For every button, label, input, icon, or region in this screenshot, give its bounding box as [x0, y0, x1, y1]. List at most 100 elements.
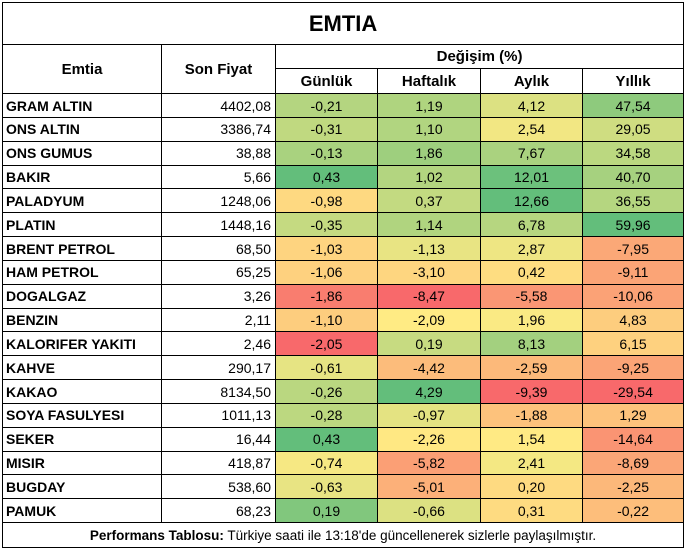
- change-daily: -1,86: [275, 283, 378, 309]
- commodity-name: SOYA FASULYESI: [2, 402, 162, 428]
- table-row: BUGDAY 538,60 -0,63 -5,01 0,20 -2,25: [2, 474, 685, 500]
- change-weekly: -2,26: [377, 426, 481, 452]
- header-change-group: Değişim (%): [274, 44, 685, 70]
- table-row: MISIR 418,87 -0,74 -5,82 2,41 -8,69: [2, 450, 685, 476]
- change-daily: -0,35: [275, 212, 378, 238]
- change-daily: -0,28: [275, 402, 378, 428]
- table-row: DOGALGAZ 3,26 -1,86 -8,47 -5,58 -10,06: [2, 283, 685, 309]
- change-weekly: -8,47: [377, 283, 481, 309]
- table-title: EMTIA: [1, 1, 685, 46]
- change-monthly: 0,20: [480, 474, 583, 500]
- commodity-name: ONS GUMUS: [2, 140, 162, 166]
- last-price: 8134,50: [161, 379, 276, 404]
- change-monthly: 7,67: [480, 140, 583, 166]
- change-weekly: -5,01: [377, 474, 481, 500]
- commodity-name: BENZIN: [2, 307, 162, 333]
- header-daily: Günlük: [275, 68, 378, 95]
- table-row: ONS GUMUS 38,88 -0,13 1,86 7,67 34,58: [2, 140, 685, 166]
- change-yearly: 36,55: [581, 188, 685, 214]
- commodity-name: KALORIFER YAKITI: [2, 331, 162, 357]
- change-weekly: 1,14: [377, 212, 481, 238]
- change-monthly: 2,54: [480, 116, 583, 142]
- change-weekly: -1,13: [377, 236, 481, 261]
- commodity-name: PALADYUM: [2, 188, 162, 214]
- commodity-name: BUGDAY: [2, 474, 162, 500]
- commodity-name: PLATIN: [2, 212, 162, 238]
- last-price: 538,60: [161, 474, 276, 500]
- change-monthly: 6,78: [480, 212, 583, 238]
- change-weekly: -5,82: [377, 450, 481, 476]
- change-yearly: -0,22: [581, 498, 685, 524]
- change-monthly: -1,88: [480, 402, 583, 428]
- change-weekly: -0,66: [377, 498, 481, 524]
- change-yearly: 47,54: [581, 93, 685, 118]
- change-weekly: 1,19: [377, 93, 481, 118]
- change-yearly: -29,54: [581, 379, 685, 404]
- change-monthly: -5,58: [480, 283, 583, 309]
- change-daily: -0,31: [275, 116, 378, 142]
- footer-text: Türkiye saati ile 13:18'de güncellenerek…: [223, 527, 597, 543]
- table-row: BRENT PETROL 68,50 -1,03 -1,13 2,87 -7,95: [2, 236, 685, 261]
- commodity-name: MISIR: [2, 450, 162, 476]
- change-daily: 0,43: [275, 164, 378, 190]
- commodity-name: ONS ALTIN: [2, 116, 162, 142]
- change-weekly: 1,02: [377, 164, 481, 190]
- last-price: 38,88: [161, 140, 276, 166]
- commodity-name: DOGALGAZ: [2, 283, 162, 309]
- change-yearly: 34,58: [581, 140, 685, 166]
- last-price: 3386,74: [161, 116, 276, 142]
- change-monthly: 8,13: [480, 331, 583, 357]
- change-weekly: 1,10: [377, 116, 481, 142]
- last-price: 5,66: [161, 164, 276, 190]
- last-price: 4402,08: [161, 93, 276, 118]
- change-daily: -1,10: [275, 307, 378, 333]
- change-daily: -0,61: [275, 355, 378, 381]
- commodity-name: GRAM ALTIN: [2, 93, 162, 118]
- table-row: BENZIN 2,11 -1,10 -2,09 1,96 4,83: [2, 307, 685, 333]
- change-weekly: -3,10: [377, 259, 481, 285]
- header-weekly: Haftalık: [377, 68, 481, 95]
- header-price: Son Fiyat: [161, 44, 276, 95]
- table-row: SEKER 16,44 0,43 -2,26 1,54 -14,64: [2, 426, 685, 452]
- last-price: 2,11: [161, 307, 276, 333]
- change-monthly: 2,87: [480, 236, 583, 261]
- commodity-name: SEKER: [2, 426, 162, 452]
- change-yearly: 40,70: [581, 164, 685, 190]
- last-price: 418,87: [161, 450, 276, 476]
- last-price: 65,25: [161, 259, 276, 285]
- change-daily: 0,19: [275, 498, 378, 524]
- change-yearly: -9,25: [581, 355, 685, 381]
- footer-note: Performans Tablosu: Türkiye saati ile 13…: [1, 522, 685, 548]
- table-row: PLATIN 1448,16 -0,35 1,14 6,78 59,96: [2, 212, 685, 238]
- change-weekly: 4,29: [377, 379, 481, 404]
- change-weekly: -2,09: [377, 307, 481, 333]
- change-yearly: -2,25: [581, 474, 685, 500]
- table-row: BAKIR 5,66 0,43 1,02 12,01 40,70: [2, 164, 685, 190]
- change-daily: -0,98: [275, 188, 378, 214]
- last-price: 68,23: [161, 498, 276, 524]
- last-price: 290,17: [161, 355, 276, 381]
- change-daily: -0,74: [275, 450, 378, 476]
- commodity-name: BRENT PETROL: [2, 236, 162, 261]
- table-row: KAKAO 8134,50 -0,26 4,29 -9,39 -29,54: [2, 379, 685, 404]
- last-price: 1248,06: [161, 188, 276, 214]
- commodity-name: KAHVE: [2, 355, 162, 381]
- change-yearly: 29,05: [581, 116, 685, 142]
- commodity-name: PAMUK: [2, 498, 162, 524]
- change-monthly: 0,31: [480, 498, 583, 524]
- last-price: 1448,16: [161, 212, 276, 238]
- header-yearly: Yıllık: [581, 68, 685, 95]
- change-yearly: 1,29: [581, 402, 685, 428]
- change-yearly: 6,15: [581, 331, 685, 357]
- commodity-name: HAM PETROL: [2, 259, 162, 285]
- table-row: HAM PETROL 65,25 -1,06 -3,10 0,42 -9,11: [2, 259, 685, 285]
- change-daily: -0,26: [275, 379, 378, 404]
- change-monthly: 1,96: [480, 307, 583, 333]
- change-yearly: -9,11: [581, 259, 685, 285]
- table-row: SOYA FASULYESI 1011,13 -0,28 -0,97 -1,88 1,29: [2, 402, 685, 428]
- change-monthly: 12,01: [480, 164, 583, 190]
- change-weekly: 0,19: [377, 331, 481, 357]
- change-yearly: 4,83: [581, 307, 685, 333]
- change-monthly: 12,66: [480, 188, 583, 214]
